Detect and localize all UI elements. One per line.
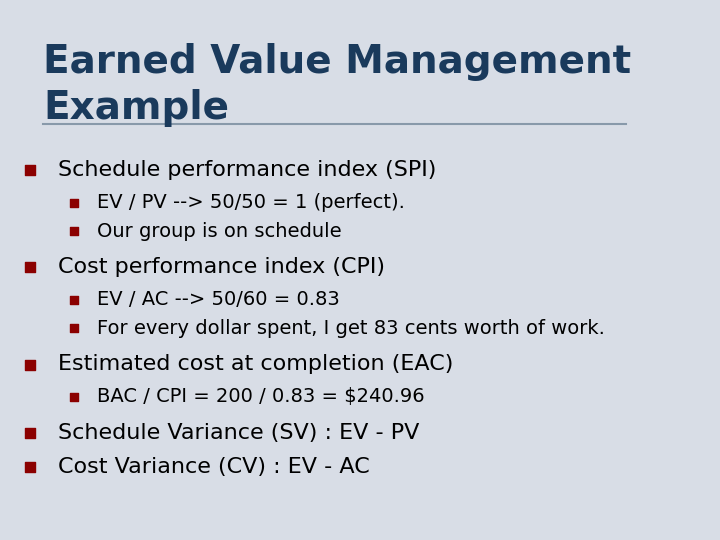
- Text: Estimated cost at completion (EAC): Estimated cost at completion (EAC): [58, 354, 453, 375]
- Point: [24, 360, 36, 369]
- Point: [68, 324, 80, 333]
- Text: Schedule performance index (SPI): Schedule performance index (SPI): [58, 160, 436, 180]
- Point: [24, 429, 36, 437]
- Point: [24, 263, 36, 272]
- Text: Earned Value Management
Example: Earned Value Management Example: [43, 43, 631, 127]
- Text: Schedule Variance (SV) : EV - PV: Schedule Variance (SV) : EV - PV: [58, 423, 419, 443]
- Text: Cost Variance (CV) : EV - AC: Cost Variance (CV) : EV - AC: [58, 457, 369, 477]
- Text: Our group is on schedule: Our group is on schedule: [97, 221, 342, 241]
- Point: [24, 166, 36, 174]
- Point: [24, 463, 36, 471]
- Text: For every dollar spent, I get 83 cents worth of work.: For every dollar spent, I get 83 cents w…: [97, 319, 605, 338]
- Text: EV / AC --> 50/60 = 0.83: EV / AC --> 50/60 = 0.83: [97, 290, 340, 309]
- Point: [68, 198, 80, 207]
- Point: [68, 295, 80, 304]
- Text: EV / PV --> 50/50 = 1 (perfect).: EV / PV --> 50/50 = 1 (perfect).: [97, 193, 405, 212]
- Point: [68, 393, 80, 401]
- Point: [68, 227, 80, 235]
- Text: BAC / CPI = 200 / 0.83 = $240.96: BAC / CPI = 200 / 0.83 = $240.96: [97, 387, 425, 407]
- Text: Cost performance index (CPI): Cost performance index (CPI): [58, 257, 384, 278]
